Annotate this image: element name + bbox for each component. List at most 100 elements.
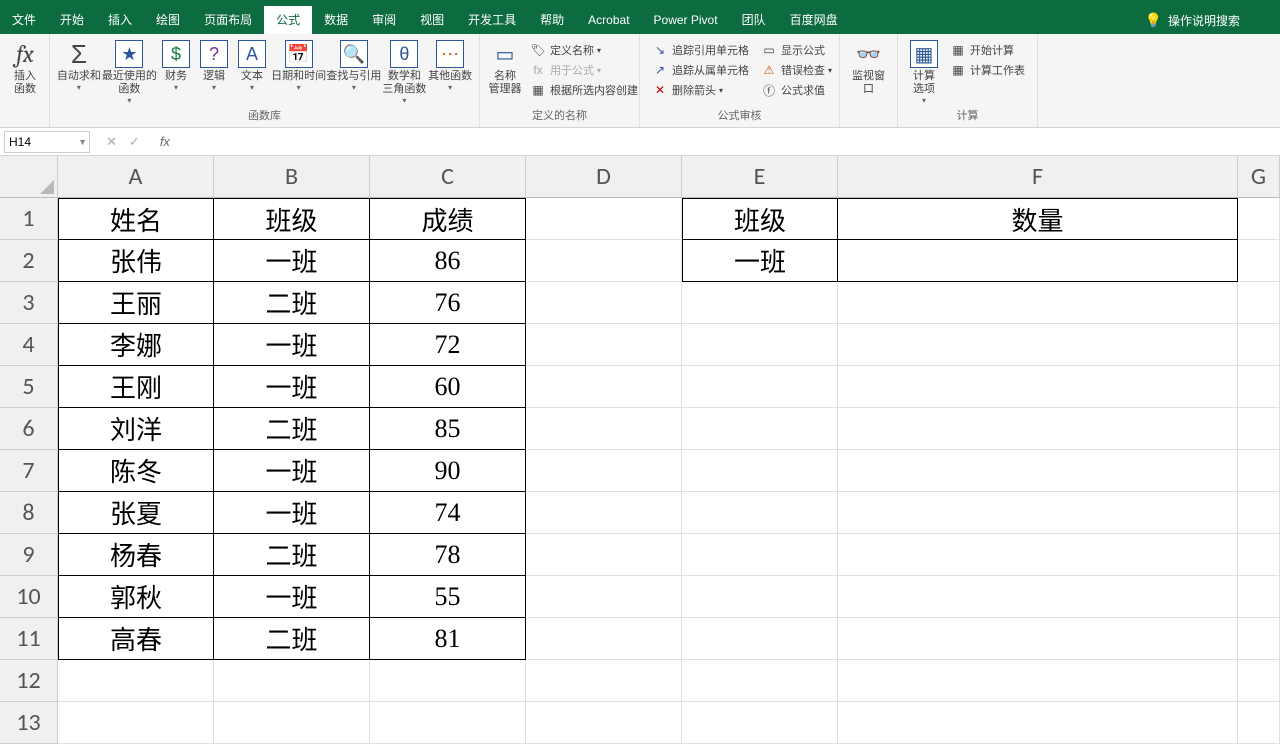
cell-D6[interactable] — [526, 408, 682, 450]
cell-D8[interactable] — [526, 492, 682, 534]
row-header-12[interactable]: 12 — [0, 660, 58, 702]
tab-开始[interactable]: 开始 — [48, 6, 96, 34]
row-header-13[interactable]: 13 — [0, 702, 58, 744]
cell-E1[interactable]: 班级 — [682, 198, 838, 240]
row-header-11[interactable]: 11 — [0, 618, 58, 660]
col-header-D[interactable]: D — [526, 156, 682, 198]
tab-公式[interactable]: 公式 — [264, 6, 312, 34]
cell-A2[interactable]: 张伟 — [58, 240, 214, 282]
col-header-A[interactable]: A — [58, 156, 214, 198]
name-box[interactable]: ▼ — [4, 131, 90, 153]
cell-G10[interactable] — [1238, 576, 1280, 618]
cell-A7[interactable]: 陈冬 — [58, 450, 214, 492]
select-all-triangle[interactable] — [0, 156, 58, 198]
cell-B5[interactable]: 一班 — [214, 366, 370, 408]
tab-数据[interactable]: 数据 — [312, 6, 360, 34]
cell-C4[interactable]: 72 — [370, 324, 526, 366]
tab-百度网盘[interactable]: 百度网盘 — [778, 6, 850, 34]
func-b-button[interactable]: ★最近使用的 函数▾ — [102, 38, 157, 107]
cell-C12[interactable] — [370, 660, 526, 702]
cell-G8[interactable] — [1238, 492, 1280, 534]
cell-F1[interactable]: 数量 — [838, 198, 1238, 240]
cell-E8[interactable] — [682, 492, 838, 534]
cell-F8[interactable] — [838, 492, 1238, 534]
cell-F10[interactable] — [838, 576, 1238, 618]
trace-dependents-button[interactable]: ↗追踪从属单元格 — [648, 60, 753, 80]
cell-E12[interactable] — [682, 660, 838, 702]
row-header-2[interactable]: 2 — [0, 240, 58, 282]
name-box-dropdown-icon[interactable]: ▼ — [78, 137, 87, 147]
define-name-button[interactable]: 🏷定义名称▾ — [526, 40, 642, 60]
cell-G7[interactable] — [1238, 450, 1280, 492]
col-header-F[interactable]: F — [838, 156, 1238, 198]
cell-F11[interactable] — [838, 618, 1238, 660]
cell-F9[interactable] — [838, 534, 1238, 576]
cell-D7[interactable] — [526, 450, 682, 492]
col-header-B[interactable]: B — [214, 156, 370, 198]
calculate-sheet-button[interactable]: ▦计算工作表 — [946, 60, 1029, 80]
fx-label-icon[interactable]: fx — [152, 134, 178, 149]
trace-precedents-button[interactable]: ↘追踪引用单元格 — [648, 40, 753, 60]
cell-A1[interactable]: 姓名 — [58, 198, 214, 240]
cell-B13[interactable] — [214, 702, 370, 744]
cell-C3[interactable]: 76 — [370, 282, 526, 324]
row-header-7[interactable]: 7 — [0, 450, 58, 492]
cell-C1[interactable]: 成绩 — [370, 198, 526, 240]
cell-C5[interactable]: 60 — [370, 366, 526, 408]
cell-A6[interactable]: 刘洋 — [58, 408, 214, 450]
row-header-4[interactable]: 4 — [0, 324, 58, 366]
error-checking-button[interactable]: ⚠错误检查▾ — [757, 60, 836, 80]
name-box-input[interactable] — [5, 135, 69, 149]
cell-G2[interactable] — [1238, 240, 1280, 282]
func-a-button[interactable]: Σ自动求和▾ — [56, 38, 102, 94]
cell-D1[interactable] — [526, 198, 682, 240]
row-header-6[interactable]: 6 — [0, 408, 58, 450]
cell-G5[interactable] — [1238, 366, 1280, 408]
cell-A4[interactable]: 李娜 — [58, 324, 214, 366]
cell-E5[interactable] — [682, 366, 838, 408]
cell-B6[interactable]: 二班 — [214, 408, 370, 450]
func-h-button[interactable]: θ数学和 三角函数▾ — [381, 38, 427, 107]
cell-B7[interactable]: 一班 — [214, 450, 370, 492]
col-header-C[interactable]: C — [370, 156, 526, 198]
tab-开发工具[interactable]: 开发工具 — [456, 6, 528, 34]
name-manager-button[interactable]: ▭ 名称 管理器 — [486, 38, 524, 98]
cell-B1[interactable]: 班级 — [214, 198, 370, 240]
col-header-E[interactable]: E — [682, 156, 838, 198]
tab-视图[interactable]: 视图 — [408, 6, 456, 34]
tab-页面布局[interactable]: 页面布局 — [192, 6, 264, 34]
row-header-3[interactable]: 3 — [0, 282, 58, 324]
func-d-button[interactable]: ?逻辑▾ — [195, 38, 233, 94]
cell-G13[interactable] — [1238, 702, 1280, 744]
cell-F7[interactable] — [838, 450, 1238, 492]
cell-C8[interactable]: 74 — [370, 492, 526, 534]
cell-E2[interactable]: 一班 — [682, 240, 838, 282]
cell-G12[interactable] — [1238, 660, 1280, 702]
cell-B10[interactable]: 一班 — [214, 576, 370, 618]
cell-C10[interactable]: 55 — [370, 576, 526, 618]
calc-options-button[interactable]: ▦ 计算选项 ▾ — [904, 38, 944, 107]
remove-arrows-button[interactable]: ✕删除箭头▾ — [648, 80, 753, 100]
tab-绘图[interactable]: 绘图 — [144, 6, 192, 34]
cell-G3[interactable] — [1238, 282, 1280, 324]
cell-B2[interactable]: 一班 — [214, 240, 370, 282]
cell-F5[interactable] — [838, 366, 1238, 408]
cell-B4[interactable]: 一班 — [214, 324, 370, 366]
cell-D3[interactable] — [526, 282, 682, 324]
cell-A12[interactable] — [58, 660, 214, 702]
cell-E4[interactable] — [682, 324, 838, 366]
cell-D12[interactable] — [526, 660, 682, 702]
cell-E10[interactable] — [682, 576, 838, 618]
cell-G9[interactable] — [1238, 534, 1280, 576]
cell-C6[interactable]: 85 — [370, 408, 526, 450]
cell-E3[interactable] — [682, 282, 838, 324]
cell-C7[interactable]: 90 — [370, 450, 526, 492]
insert-function-button[interactable]: fx 插入函数 — [6, 38, 44, 98]
cell-A3[interactable]: 王丽 — [58, 282, 214, 324]
create-from-selection-button[interactable]: ▦根据所选内容创建 — [526, 80, 642, 100]
tab-帮助[interactable]: 帮助 — [528, 6, 576, 34]
cell-G11[interactable] — [1238, 618, 1280, 660]
func-g-button[interactable]: 🔍查找与引用▾ — [326, 38, 381, 94]
func-c-button[interactable]: $财务▾ — [157, 38, 195, 94]
tab-文件[interactable]: 文件 — [0, 6, 48, 34]
